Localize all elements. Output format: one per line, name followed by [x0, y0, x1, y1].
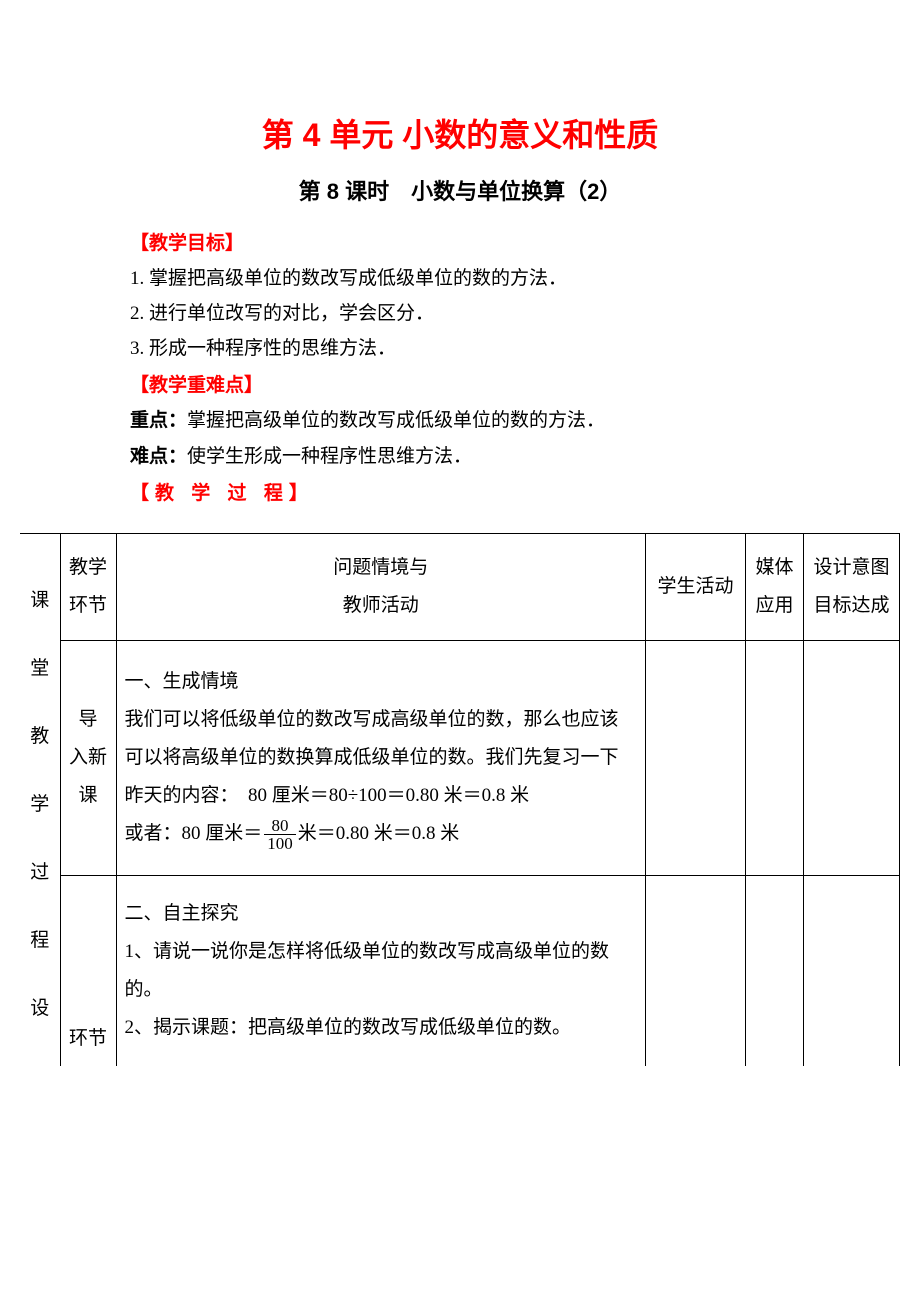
- main-cell-2: 二、自主探究 1、请说一说你是怎样将低级单位的数改写成高级单位的数的。 2、揭示…: [116, 875, 646, 1065]
- header-main-l1: 问题情境与: [333, 557, 428, 578]
- header-activity: 学生活动: [646, 533, 746, 641]
- vertical-label-cell: 课 堂 教 学 过 程 设: [20, 533, 60, 1066]
- vchar: 课: [26, 582, 54, 620]
- goal-cell-2: [804, 875, 900, 1065]
- keypoint-key: 重点：掌握把高级单位的数改写成低级单位的数的方法．: [130, 403, 800, 438]
- keypoint-diff: 难点：使学生形成一种程序性思维方法．: [130, 439, 800, 474]
- table-row: 导 入新 课 一、生成情境 我们可以将低级单位的数改写成高级单位的数，那么也应该…: [20, 641, 900, 876]
- fraction-num: 80: [264, 817, 296, 835]
- diff-label: 难点：: [130, 446, 187, 467]
- goals-label: 【教学目标】: [130, 228, 800, 255]
- key-text: 掌握把高级单位的数改写成低级单位的数的方法．: [187, 410, 605, 431]
- goal-item-2: 2. 进行单位改写的对比，学会区分．: [130, 296, 800, 331]
- header-main: 问题情境与 教师活动: [116, 533, 646, 641]
- vchar: 设: [26, 990, 54, 1028]
- diff-text: 使学生形成一种程序性思维方法．: [187, 446, 472, 467]
- row1-p1: 我们可以将低级单位的数改写成高级单位的数，那么也应该可以将高级单位的数换算成低级…: [125, 701, 638, 815]
- header-media: 媒体应用: [746, 533, 804, 641]
- keypoints-label: 【教学重难点】: [130, 370, 800, 397]
- vchar: 堂: [26, 650, 54, 688]
- vchar: 程: [26, 922, 54, 960]
- activity-cell-1: [646, 641, 746, 876]
- main-cell-1: 一、生成情境 我们可以将低级单位的数改写成高级单位的数，那么也应该可以将高级单位…: [116, 641, 646, 876]
- header-stage: 教学环节: [60, 533, 116, 641]
- row2-heading: 二、自主探究: [125, 895, 638, 933]
- vchar: 学: [26, 786, 54, 824]
- row1-p2a: 或者：80 厘米＝: [125, 823, 263, 844]
- table-header-row: 课 堂 教 学 过 程 设 教学环节 问题情境与 教师活动 学生活动 媒体应用 …: [20, 533, 900, 641]
- media-cell-1: [746, 641, 804, 876]
- header-goal: 设计意图目标达成: [804, 533, 900, 641]
- vchar: 教: [26, 718, 54, 756]
- header-main-l2: 教师活动: [343, 595, 419, 616]
- goal-item-1: 1. 掌握把高级单位的数改写成低级单位的数的方法．: [130, 261, 800, 296]
- table-row: 环节 二、自主探究 1、请说一说你是怎样将低级单位的数改写成高级单位的数的。 2…: [20, 875, 900, 1065]
- lesson-subtitle: 第 8 课时 小数与单位换算（2）: [120, 174, 800, 206]
- stage-cell-2: 环节: [60, 875, 116, 1065]
- lesson-table: 课 堂 教 学 过 程 设 教学环节 问题情境与 教师活动 学生活动 媒体应用 …: [20, 533, 900, 1066]
- row2-p1: 1、请说一说你是怎样将低级单位的数改写成高级单位的数的。: [125, 933, 638, 1009]
- row1-heading: 一、生成情境: [125, 663, 638, 701]
- fraction: 80100: [264, 817, 296, 852]
- vchar: 过: [26, 854, 54, 892]
- row2-p2: 2、揭示课题：把高级单位的数改写成低级单位的数。: [125, 1009, 638, 1047]
- stage-cell-1: 导 入新 课: [60, 641, 116, 876]
- unit-title: 第 4 单元 小数的意义和性质: [120, 110, 800, 156]
- process-label: 【教 学 过 程】: [130, 478, 800, 505]
- goal-item-3: 3. 形成一种程序性的思维方法．: [130, 331, 800, 366]
- row1-p2: 或者：80 厘米＝80100米＝0.80 米＝0.8 米: [125, 815, 638, 853]
- media-cell-2: [746, 875, 804, 1065]
- row1-p2b: 米＝0.80 米＝0.8 米: [298, 823, 460, 844]
- goal-cell-1: [804, 641, 900, 876]
- activity-cell-2: [646, 875, 746, 1065]
- key-label: 重点：: [130, 410, 187, 431]
- fraction-den: 100: [264, 835, 296, 852]
